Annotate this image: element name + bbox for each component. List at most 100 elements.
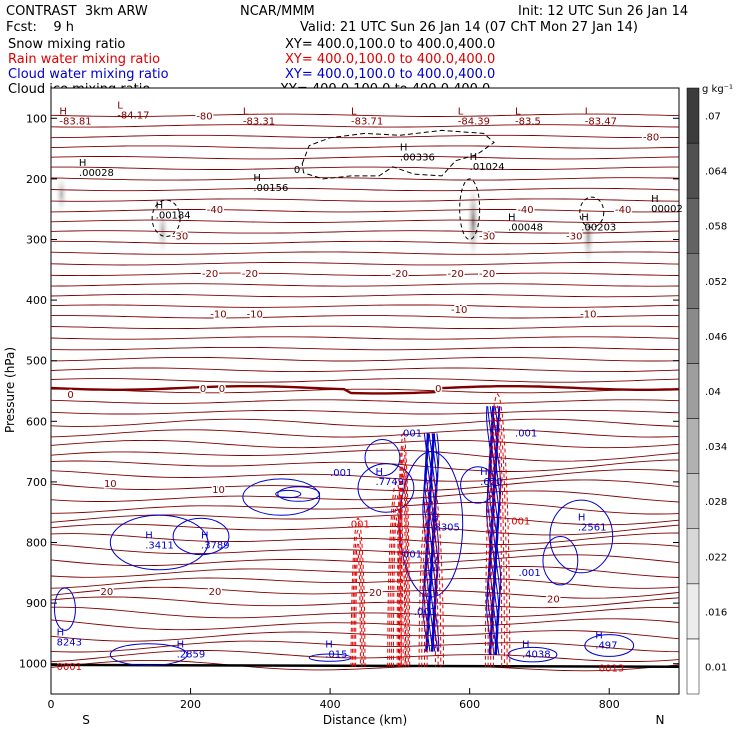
snow-shading-column <box>581 203 596 270</box>
temperature-contour <box>50 429 680 438</box>
extremum-value: .01024 <box>470 162 505 173</box>
temperature-contour <box>50 659 680 672</box>
extremum-marker: H <box>59 106 67 117</box>
temperature-label: 20 <box>100 587 113 598</box>
title-center: NCAR/MMM <box>240 4 315 19</box>
extremum-marker: H <box>595 631 603 642</box>
snow-shading-column <box>54 172 69 216</box>
temperature-label: -40 <box>207 205 223 216</box>
legend-snow-name: Snow mixing ratio <box>8 37 126 52</box>
extremum-marker: H <box>651 194 659 205</box>
rain-water-contour <box>426 510 436 667</box>
temperature-contour <box>50 378 680 383</box>
extremum-value: 0001 <box>57 662 82 673</box>
y-tick-label: 200 <box>26 173 47 186</box>
legend-rain-name: Rain water mixing ratio <box>8 52 161 67</box>
temperature-label: -10 <box>210 309 226 320</box>
temperature-label: 20 <box>369 588 382 599</box>
temperature-contour <box>50 272 680 277</box>
temperature-contour <box>51 388 679 394</box>
y-tick-label: 500 <box>26 355 47 368</box>
temperature-label: 0 <box>67 390 73 401</box>
rain-water-contour <box>387 481 406 667</box>
temperature-contour <box>50 399 680 404</box>
temperature-contour <box>50 479 680 492</box>
temperature-contour <box>51 166 679 170</box>
extremum-value: -83.47 <box>585 116 617 127</box>
temperature-label: -20 <box>242 269 258 280</box>
temperature-label: 0 <box>435 384 441 395</box>
snow-shading-column <box>155 203 170 258</box>
temperature-label: -80 <box>643 132 659 143</box>
temperature-label: -20 <box>479 269 495 280</box>
plot-frame <box>50 87 680 695</box>
temperature-contour <box>50 459 680 472</box>
temperature-label: -30 <box>479 231 495 242</box>
temperature-contour <box>50 409 680 415</box>
convective-cloud-contour <box>431 433 437 652</box>
extremum-value: 0 <box>294 165 300 176</box>
extremum-value: .620 <box>480 477 502 488</box>
temperature-contour <box>50 490 680 503</box>
temperature-contour <box>50 113 680 117</box>
cloud-water-contour <box>109 514 209 571</box>
rain-water-contour <box>392 516 400 667</box>
extremum-value: .015 <box>325 650 347 661</box>
colorbar-tick-label: 0.01 <box>705 662 727 673</box>
extremum-marker: H <box>480 467 488 478</box>
rain-water-contour <box>487 405 508 667</box>
temperature-contour <box>50 177 680 181</box>
temperature-contour <box>51 315 679 319</box>
extremum-marker: H <box>57 628 65 639</box>
rain-water-contour <box>490 417 505 667</box>
temperature-label: -10 <box>247 309 263 320</box>
temperature-contour <box>50 134 680 139</box>
extremum-value: 8243 <box>57 638 82 649</box>
extremum-value: .001 <box>400 550 422 561</box>
temperature-contour <box>51 606 680 619</box>
cloud-ice-contour <box>459 178 481 240</box>
colorbar-tick-label: .058 <box>705 222 727 233</box>
legend-cloud-water-name: Cloud water mixing ratio <box>8 67 169 82</box>
colorbar-segment <box>686 197 700 254</box>
cloud-ice-contour <box>151 199 181 237</box>
temperature-contour <box>50 325 680 330</box>
extremum-marker: L <box>243 106 249 117</box>
extremum-marker: L <box>515 106 521 117</box>
extremum-value: .00184 <box>156 210 191 221</box>
cloud-ice-contour <box>301 129 495 180</box>
extremum-value: .7749 <box>375 477 404 488</box>
temperature-label: -10 <box>451 305 467 316</box>
temperature-label: -20 <box>202 269 218 280</box>
extremum-value: -83.5 <box>515 116 541 127</box>
legend-rain-xy: XY= 400.0,100.0 to 400.0,400.0 <box>285 52 496 67</box>
temperature-contour <box>50 230 680 234</box>
temperature-label: 10 <box>212 485 225 496</box>
temperature-contour <box>50 532 680 545</box>
colorbar-segment <box>686 583 700 640</box>
rain-water-contour <box>350 517 366 667</box>
temperature-label: -80 <box>196 111 212 122</box>
rain-water-contour <box>418 475 444 667</box>
cloud-water-contour <box>542 535 579 586</box>
extremum-marker: H <box>522 640 530 651</box>
temperature-label: 20 <box>209 587 222 598</box>
y-tick-label: 100 <box>26 112 47 125</box>
extremum-marker: H <box>508 212 516 223</box>
rain-water-contour <box>398 443 409 667</box>
extremum-value: -84.39 <box>458 116 490 127</box>
valid-time: Valid: 21 UTC Sun 26 Jan 14 (07 ChT Mon … <box>300 20 638 35</box>
colorbar-tick-label: .028 <box>705 497 727 508</box>
extremum-marker: L <box>117 100 123 111</box>
cloud-water-contour <box>357 463 415 513</box>
extremum-value: .2859 <box>177 650 206 661</box>
x-tick-label: 0 <box>48 698 55 711</box>
temperature-contour <box>50 283 680 287</box>
extremum-value: -83.31 <box>243 116 275 127</box>
extremum-value: .00336 <box>400 153 435 164</box>
extremum-value: .8305 <box>431 522 460 533</box>
temperature-contour <box>50 469 680 482</box>
extremum-value: .00028 <box>79 168 114 179</box>
cloud-water-contour <box>507 646 558 663</box>
temperature-contour <box>50 219 680 223</box>
